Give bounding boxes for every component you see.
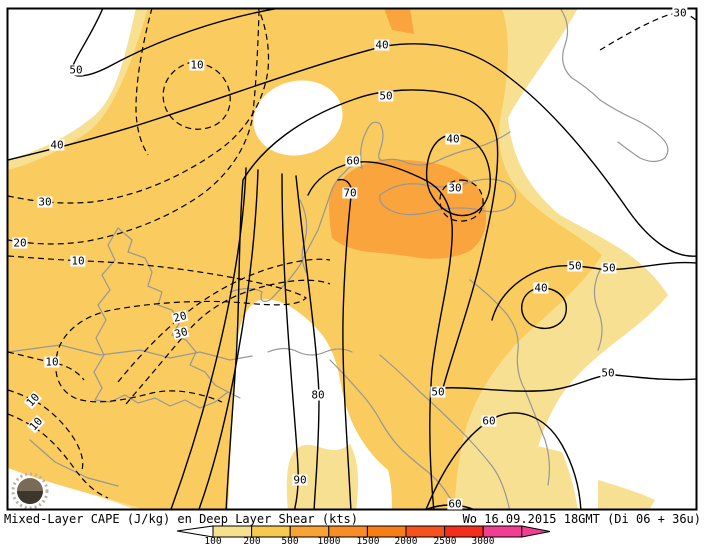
contour-40-small-loop bbox=[521, 287, 567, 330]
coast-adriatic bbox=[379, 354, 510, 509]
contour-label: 30 bbox=[672, 6, 688, 20]
contour-label: 50 bbox=[378, 89, 394, 103]
legend-tick: 1500 bbox=[356, 536, 380, 546]
legend-tick: 1000 bbox=[317, 536, 341, 546]
legend-tick: 3000 bbox=[471, 536, 495, 546]
coast-britain-west bbox=[93, 227, 229, 409]
coast-lowlands-denmark bbox=[229, 121, 511, 302]
cape-orange-triangle bbox=[384, 9, 414, 34]
site-logo bbox=[11, 472, 49, 509]
contour-label: 40 bbox=[445, 132, 461, 146]
contour-label: 40 bbox=[49, 138, 65, 152]
contour-50-nw-hairpin bbox=[71, 9, 279, 77]
map-border bbox=[6, 7, 698, 511]
cape-pale-patch-south bbox=[286, 444, 358, 509]
north-sea-white bbox=[253, 80, 343, 156]
legend-tick: 200 bbox=[243, 536, 261, 546]
legend-tick: 2500 bbox=[433, 536, 457, 546]
coast-biscay bbox=[29, 439, 119, 487]
map-canvas bbox=[6, 7, 698, 511]
contour-label: 10 bbox=[189, 58, 205, 72]
cape-pale-patch-se2 bbox=[598, 480, 655, 509]
contour-label: 90 bbox=[292, 473, 308, 487]
contour-label: 50 bbox=[567, 259, 583, 273]
contour-20-channel bbox=[117, 258, 331, 383]
contour-label: 50 bbox=[68, 63, 84, 77]
caption-bar: Mixed-Layer CAPE (J/kg) en Deep Layer Sh… bbox=[0, 512, 705, 526]
border-balkans bbox=[469, 279, 551, 486]
legend-bar bbox=[212, 525, 523, 538]
contour-label: 20 bbox=[171, 309, 189, 325]
contour-90-line bbox=[281, 173, 299, 509]
contour-packet-b bbox=[198, 169, 259, 509]
contour-10-sw-b bbox=[8, 389, 84, 471]
contour-80-line bbox=[295, 175, 320, 509]
contour-label: 40 bbox=[374, 38, 390, 52]
contour-30-ne bbox=[599, 12, 696, 51]
coast-baltic-scandinavia bbox=[559, 9, 669, 163]
contour-label: 50 bbox=[430, 385, 446, 399]
contour-label: 10 bbox=[44, 355, 60, 369]
contour-label: 20 bbox=[12, 236, 28, 250]
contour-label: 40 bbox=[533, 281, 549, 295]
contour-40-closed-east bbox=[425, 134, 491, 217]
cape-orange-blob bbox=[329, 159, 487, 259]
contour-label: 30 bbox=[172, 325, 190, 341]
contour-30-channel bbox=[125, 279, 331, 405]
valid-time: Wo 16.09.2015 18GMT (Di 06 + 36u) bbox=[462, 512, 701, 526]
contour-label: 30 bbox=[37, 195, 53, 209]
legend-tick: 500 bbox=[281, 536, 299, 546]
contour-label: 50 bbox=[601, 261, 617, 275]
contour-10-nw-loop bbox=[162, 61, 231, 130]
cape-pale-diamond2 bbox=[517, 419, 531, 449]
coast-channel-france bbox=[8, 344, 253, 361]
legend-tick: 100 bbox=[204, 536, 222, 546]
contour-label: 60 bbox=[481, 414, 497, 428]
contour-10-sw-a bbox=[8, 351, 85, 381]
legend-tick-labels: 100 200 500 1000 1500 2000 2500 3000 bbox=[0, 537, 705, 546]
river-east bbox=[593, 269, 603, 351]
contour-label: 60 bbox=[345, 154, 361, 168]
border-alps bbox=[267, 347, 353, 356]
river-rhine bbox=[299, 199, 309, 276]
contour-60-south-dome bbox=[425, 412, 582, 509]
cape-legend bbox=[176, 525, 551, 538]
contour-label: 60 bbox=[447, 497, 463, 511]
coast-south-baltic-lagoon bbox=[379, 178, 517, 216]
contour-30-west bbox=[8, 9, 270, 204]
contour-label: 50 bbox=[600, 366, 616, 380]
contour-packet-a bbox=[170, 167, 247, 509]
contour-label: 10 bbox=[70, 254, 86, 268]
contour-10-nw-line bbox=[135, 9, 153, 156]
map-title: Mixed-Layer CAPE (J/kg) en Deep Layer Sh… bbox=[4, 512, 359, 526]
shear-contours-solid bbox=[8, 9, 696, 509]
coast-italy-west bbox=[329, 359, 459, 509]
contour-70-main bbox=[337, 178, 353, 509]
legend-right-arrow bbox=[521, 525, 551, 538]
legend-tick: 2000 bbox=[394, 536, 418, 546]
contour-label: 30 bbox=[447, 181, 463, 195]
contour-40-main bbox=[8, 43, 696, 257]
contour-10-england bbox=[8, 255, 307, 403]
contour-label: 80 bbox=[310, 388, 326, 402]
contour-10-sw-c bbox=[8, 413, 109, 499]
cape-pale-patch-se bbox=[468, 432, 578, 509]
contour-label: 70 bbox=[342, 186, 358, 200]
contour-30-closed-east bbox=[439, 179, 484, 222]
contour-50-main bbox=[225, 89, 696, 509]
